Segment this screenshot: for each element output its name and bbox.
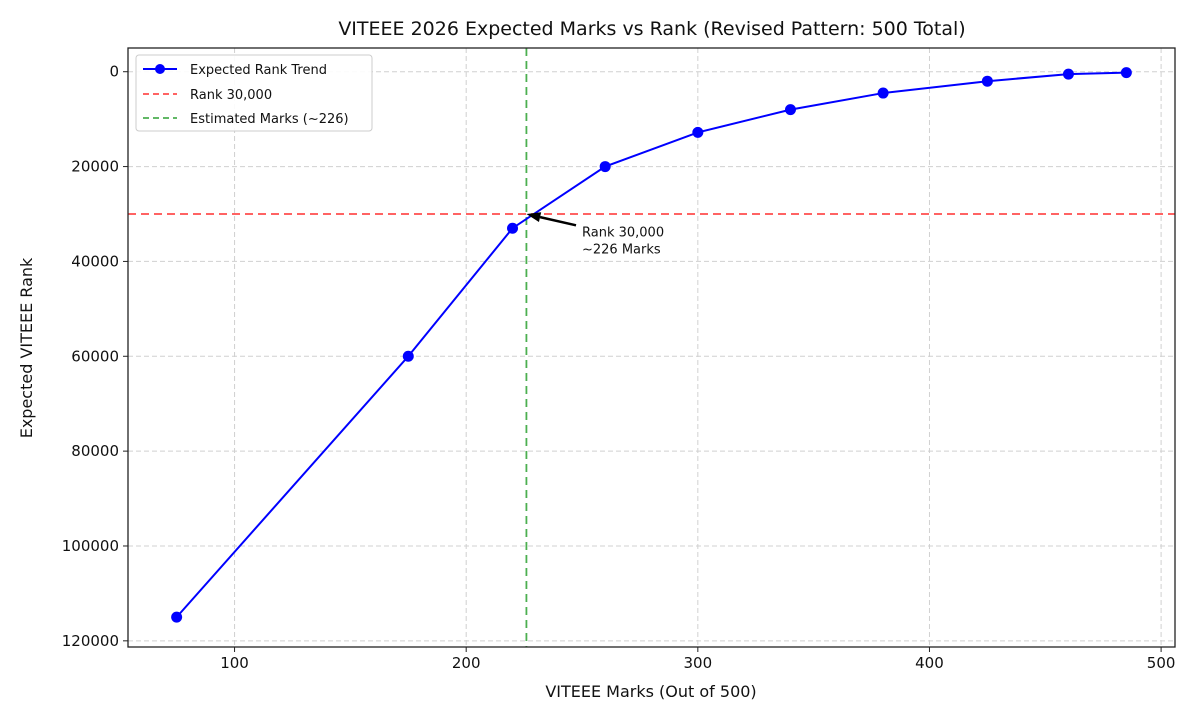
- annotation: Rank 30,000 ~226 Marks: [526, 212, 664, 257]
- x-axis-label: VITEEE Marks (Out of 500): [545, 682, 756, 701]
- x-tick-label: 300: [684, 654, 713, 672]
- grid: [128, 48, 1175, 647]
- data-point: [784, 104, 796, 116]
- data-point: [692, 126, 704, 138]
- x-tick-label: 400: [915, 654, 944, 672]
- series-line: [175, 71, 1127, 618]
- data-point: [171, 611, 183, 623]
- chart-title: VITEEE 2026 Expected Marks vs Rank (Revi…: [338, 18, 965, 40]
- data-point: [507, 222, 519, 234]
- legend-label-trend: Expected Rank Trend: [190, 63, 327, 78]
- data-point: [599, 161, 611, 173]
- plot-frame: [127, 47, 1176, 648]
- legend-label-marks: Estimated Marks (~226): [190, 112, 349, 127]
- y-ticks: 0 20000 40000 60000 80000 100000 120000: [62, 63, 128, 650]
- data-point: [1120, 67, 1132, 79]
- data-point: [402, 350, 414, 362]
- y-tick-label: 80000: [71, 442, 119, 460]
- legend-marker-trend: [155, 64, 165, 74]
- x-ticks: 100 200 300 400 500: [220, 647, 1175, 672]
- x-tick-label: 500: [1147, 654, 1176, 672]
- annotation-line-1: Rank 30,000: [582, 225, 664, 240]
- data-point: [981, 75, 993, 87]
- annotation-line-2: ~226 Marks: [582, 242, 661, 257]
- y-tick-label: 0: [109, 63, 119, 81]
- legend: Expected Rank Trend Rank 30,000 Estimate…: [135, 54, 373, 132]
- y-tick-label: 20000: [71, 158, 119, 176]
- series: [171, 67, 1132, 623]
- x-tick-label: 200: [452, 654, 481, 672]
- y-tick-label: 60000: [71, 347, 119, 365]
- x-tick-label: 100: [220, 654, 249, 672]
- legend-box: [135, 54, 373, 132]
- data-point: [877, 87, 889, 99]
- reference-lines: [128, 48, 1175, 647]
- y-tick-label: 40000: [71, 252, 119, 270]
- y-tick-label: 100000: [62, 537, 119, 555]
- annotation-arrow: [539, 215, 577, 227]
- annotation-arrowhead: [526, 212, 542, 222]
- y-axis-label: Expected VITEEE Rank: [17, 257, 36, 438]
- legend-label-rank: Rank 30,000: [190, 88, 272, 103]
- y-tick-label: 120000: [62, 632, 119, 650]
- data-point: [1062, 68, 1074, 80]
